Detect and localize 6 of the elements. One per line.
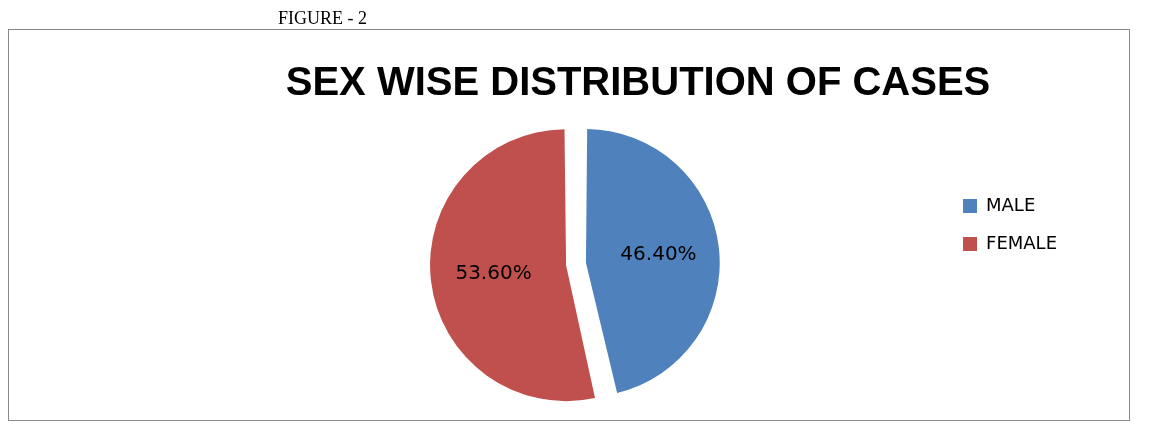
- data-label: 53.60%: [455, 259, 532, 284]
- data-label: 46.40%: [620, 240, 697, 265]
- text: FIGURE - 2: [277, 8, 368, 29]
- chart-title: SEX WISE DISTRIBUTION OF CASES: [285, 59, 991, 104]
- legend-label: MALE: [986, 193, 1036, 215]
- legend-label: FEMALE: [986, 231, 1058, 253]
